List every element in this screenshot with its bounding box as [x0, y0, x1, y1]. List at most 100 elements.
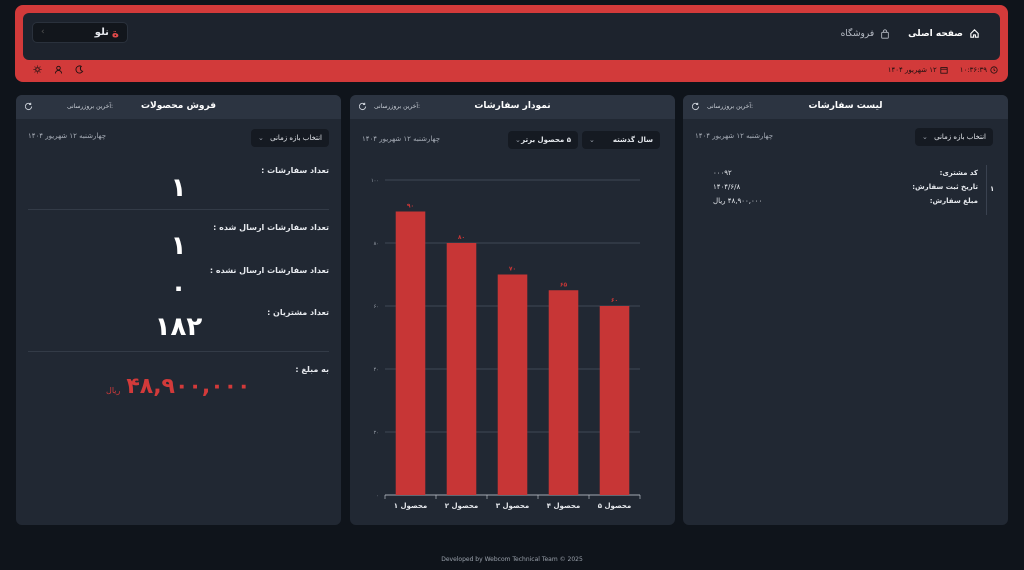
bar [548, 290, 579, 495]
bar-value-label: ۶۰ [611, 297, 618, 304]
x-tick-label: محصول ۱ [394, 502, 427, 510]
refresh-icon[interactable] [358, 102, 367, 111]
stat-customers-label: تعداد مشتریان : [267, 308, 329, 317]
sun-icon[interactable] [33, 65, 42, 74]
clock: ۱۰:۳۶:۳۹ [960, 66, 998, 74]
calendar-icon [940, 67, 948, 74]
stat-unsent-label: تعداد سفارشات ارسال نشده : [209, 266, 329, 275]
orders-card-title: لیست سفارشات [808, 101, 883, 111]
y-tick-label: ۱۰۰ [371, 178, 379, 184]
datetime: ۱۰:۳۶:۳۹ ۱۲ شهریور ۱۴۰۴ [888, 66, 998, 74]
x-tick-label: محصول ۵ [598, 502, 631, 510]
shopping-bag-icon [881, 28, 889, 39]
bar-value-label: ۷۰ [509, 266, 516, 273]
logo-text: نلو [94, 27, 109, 38]
logo-mark: ة [111, 25, 119, 40]
current-date: ۱۲ شهریور ۱۴۰۴ [887, 66, 937, 74]
bar [497, 274, 528, 495]
orders-card: لیست سفارشات آخرین بروزرسانی: چهارشنبه ۱… [683, 95, 1008, 525]
calendar: ۱۲ شهریور ۱۴۰۴ [888, 66, 948, 74]
orders-range-select[interactable]: انتخاب بازه زمانی ⌄ [915, 128, 993, 146]
stat-unsent-value: ۰ [170, 273, 187, 303]
top-products-select[interactable]: ۵ محصول برتر ⌄ [508, 131, 578, 149]
top-products-label: ۵ محصول برتر [521, 136, 571, 144]
chevron-down-icon: ⌄ [258, 134, 264, 142]
order-date-value: ۱۴۰۴/۶/۸ [713, 183, 741, 191]
orders-range-label: انتخاب بازه زمانی [934, 133, 986, 141]
sales-card-title: فروش محصولات [141, 101, 216, 111]
row-marker-line [986, 165, 987, 215]
orders-refresh-label: آخرین بروزرسانی: [707, 103, 754, 110]
x-tick-label: محصول ۲ [445, 502, 478, 510]
order-amount-label: مبلغ سفارش: [929, 197, 978, 205]
x-tick-label: محصول ۴ [547, 502, 580, 510]
order-date-label: تاریخ ثبت سفارش: [912, 183, 978, 191]
y-tick-label: ۰ [376, 493, 379, 499]
orders-card-header: لیست سفارشات آخرین بروزرسانی: [683, 95, 1008, 119]
refresh-icon[interactable] [24, 102, 33, 111]
period-select-label: سال گذشته [612, 136, 653, 144]
chevron-down-icon: ⌄ [515, 136, 521, 144]
orders-refresh[interactable]: آخرین بروزرسانی: [691, 102, 753, 111]
customer-code-label: کد مشتری: [939, 169, 978, 177]
chevron-down-icon: ⌄ [589, 136, 595, 144]
y-tick-label: ۴۰ [374, 367, 379, 373]
bar [395, 211, 426, 495]
chevron-left-icon: ‹ [41, 27, 45, 37]
order-row-index: ۱ [990, 185, 995, 193]
total-amount: ریال ۴۸,۹۰۰,۰۰۰ [106, 374, 250, 399]
chart-card: نمودار سفارشات آخرین بروزرسانی: چهارشنبه… [350, 95, 675, 525]
stat-orders-value: ۱ [170, 173, 187, 203]
current-time: ۱۰:۳۶:۳۹ [959, 66, 987, 74]
header-status-row: ۱۰:۳۶:۳۹ ۱۲ شهریور ۱۴۰۴ [15, 63, 1008, 81]
y-tick-label: ۸۰ [374, 241, 379, 247]
chart-card-title: نمودار سفارشات [474, 101, 551, 111]
refresh-icon[interactable] [691, 102, 700, 111]
stat-customers-value: ۱۸۲ [154, 312, 203, 342]
customer-code-value: ۰۰۰۹۲ [713, 169, 732, 177]
main-nav: صفحه اصلی فروشگاه [841, 28, 980, 39]
logo[interactable]: ‹ نلو ة [32, 22, 128, 43]
bar-value-label: ۹۰ [407, 203, 414, 210]
sales-date: چهارشنبه ۱۲ شهریور ۱۴۰۴ [28, 132, 107, 140]
amount-label: به مبلغ : [295, 365, 329, 374]
orders-date: چهارشنبه ۱۲ شهریور ۱۴۰۴ [695, 132, 774, 140]
order-amount-value: ۴۸,۹۰۰,۰۰۰ ریال [713, 197, 763, 205]
stat-sent-value: ۱ [170, 231, 187, 261]
bar-value-label: ۸۰ [458, 234, 465, 241]
home-icon [970, 29, 979, 38]
amount-value: ۴۸,۹۰۰,۰۰۰ [126, 374, 251, 399]
bar [446, 243, 477, 495]
bar-value-label: ۶۵ [560, 281, 568, 288]
orders-bar-chart: ۰ ۲۰ ۴۰ ۶۰ ۸۰ ۱۰۰ ۹۰ محصول ۱ ۸۰ محصول ۲ ۷۰ محصول ۳ ۶… [371, 178, 641, 510]
sales-range-label: انتخاب بازه زمانی [270, 134, 322, 142]
divider [28, 351, 329, 352]
chart-card-header: نمودار سفارشات آخرین بروزرسانی: [350, 95, 675, 119]
moon-icon[interactable] [75, 65, 84, 74]
nav-home-label: صفحه اصلی [908, 28, 963, 39]
user-icon[interactable] [54, 65, 63, 74]
nav-shop[interactable]: فروشگاه [841, 29, 891, 39]
stat-sent-label: تعداد سفارشات ارسال شده : [213, 223, 329, 232]
clock-icon [990, 66, 998, 74]
chart-date: چهارشنبه ۱۲ شهریور ۱۴۰۴ [362, 135, 441, 143]
nav-shop-label: فروشگاه [840, 28, 875, 39]
amount-unit: ریال [106, 386, 121, 395]
divider [28, 209, 329, 210]
chevron-down-icon: ⌄ [922, 133, 928, 141]
x-tick-label: محصول ۳ [496, 502, 529, 510]
chart-refresh-label: آخرین بروزرسانی: [374, 103, 421, 110]
period-select[interactable]: سال گذشته ⌄ [582, 131, 660, 149]
sales-refresh-label: آخرین بروزرسانی: [67, 103, 114, 110]
sales-refresh[interactable]: آخرین بروزرسانی: [24, 102, 113, 111]
top-header: ‹ نلو ة صفحه اصلی فروشگاه ۱۰:۳۶:۳۹ ۱۲ شه… [15, 5, 1008, 82]
sales-card-header: فروش محصولات آخرین بروزرسانی: [16, 95, 341, 119]
header-bar: ‹ نلو ة صفحه اصلی فروشگاه [23, 13, 1000, 60]
nav-home[interactable]: صفحه اصلی [908, 28, 980, 39]
chart-refresh[interactable]: آخرین بروزرسانی: [358, 102, 420, 111]
bar [599, 306, 630, 495]
sales-range-select[interactable]: انتخاب بازه زمانی ⌄ [251, 129, 329, 147]
header-actions [33, 65, 84, 74]
sales-card: فروش محصولات آخرین بروزرسانی: چهارشنبه ۱… [16, 95, 341, 525]
y-tick-label: ۲۰ [374, 430, 379, 436]
